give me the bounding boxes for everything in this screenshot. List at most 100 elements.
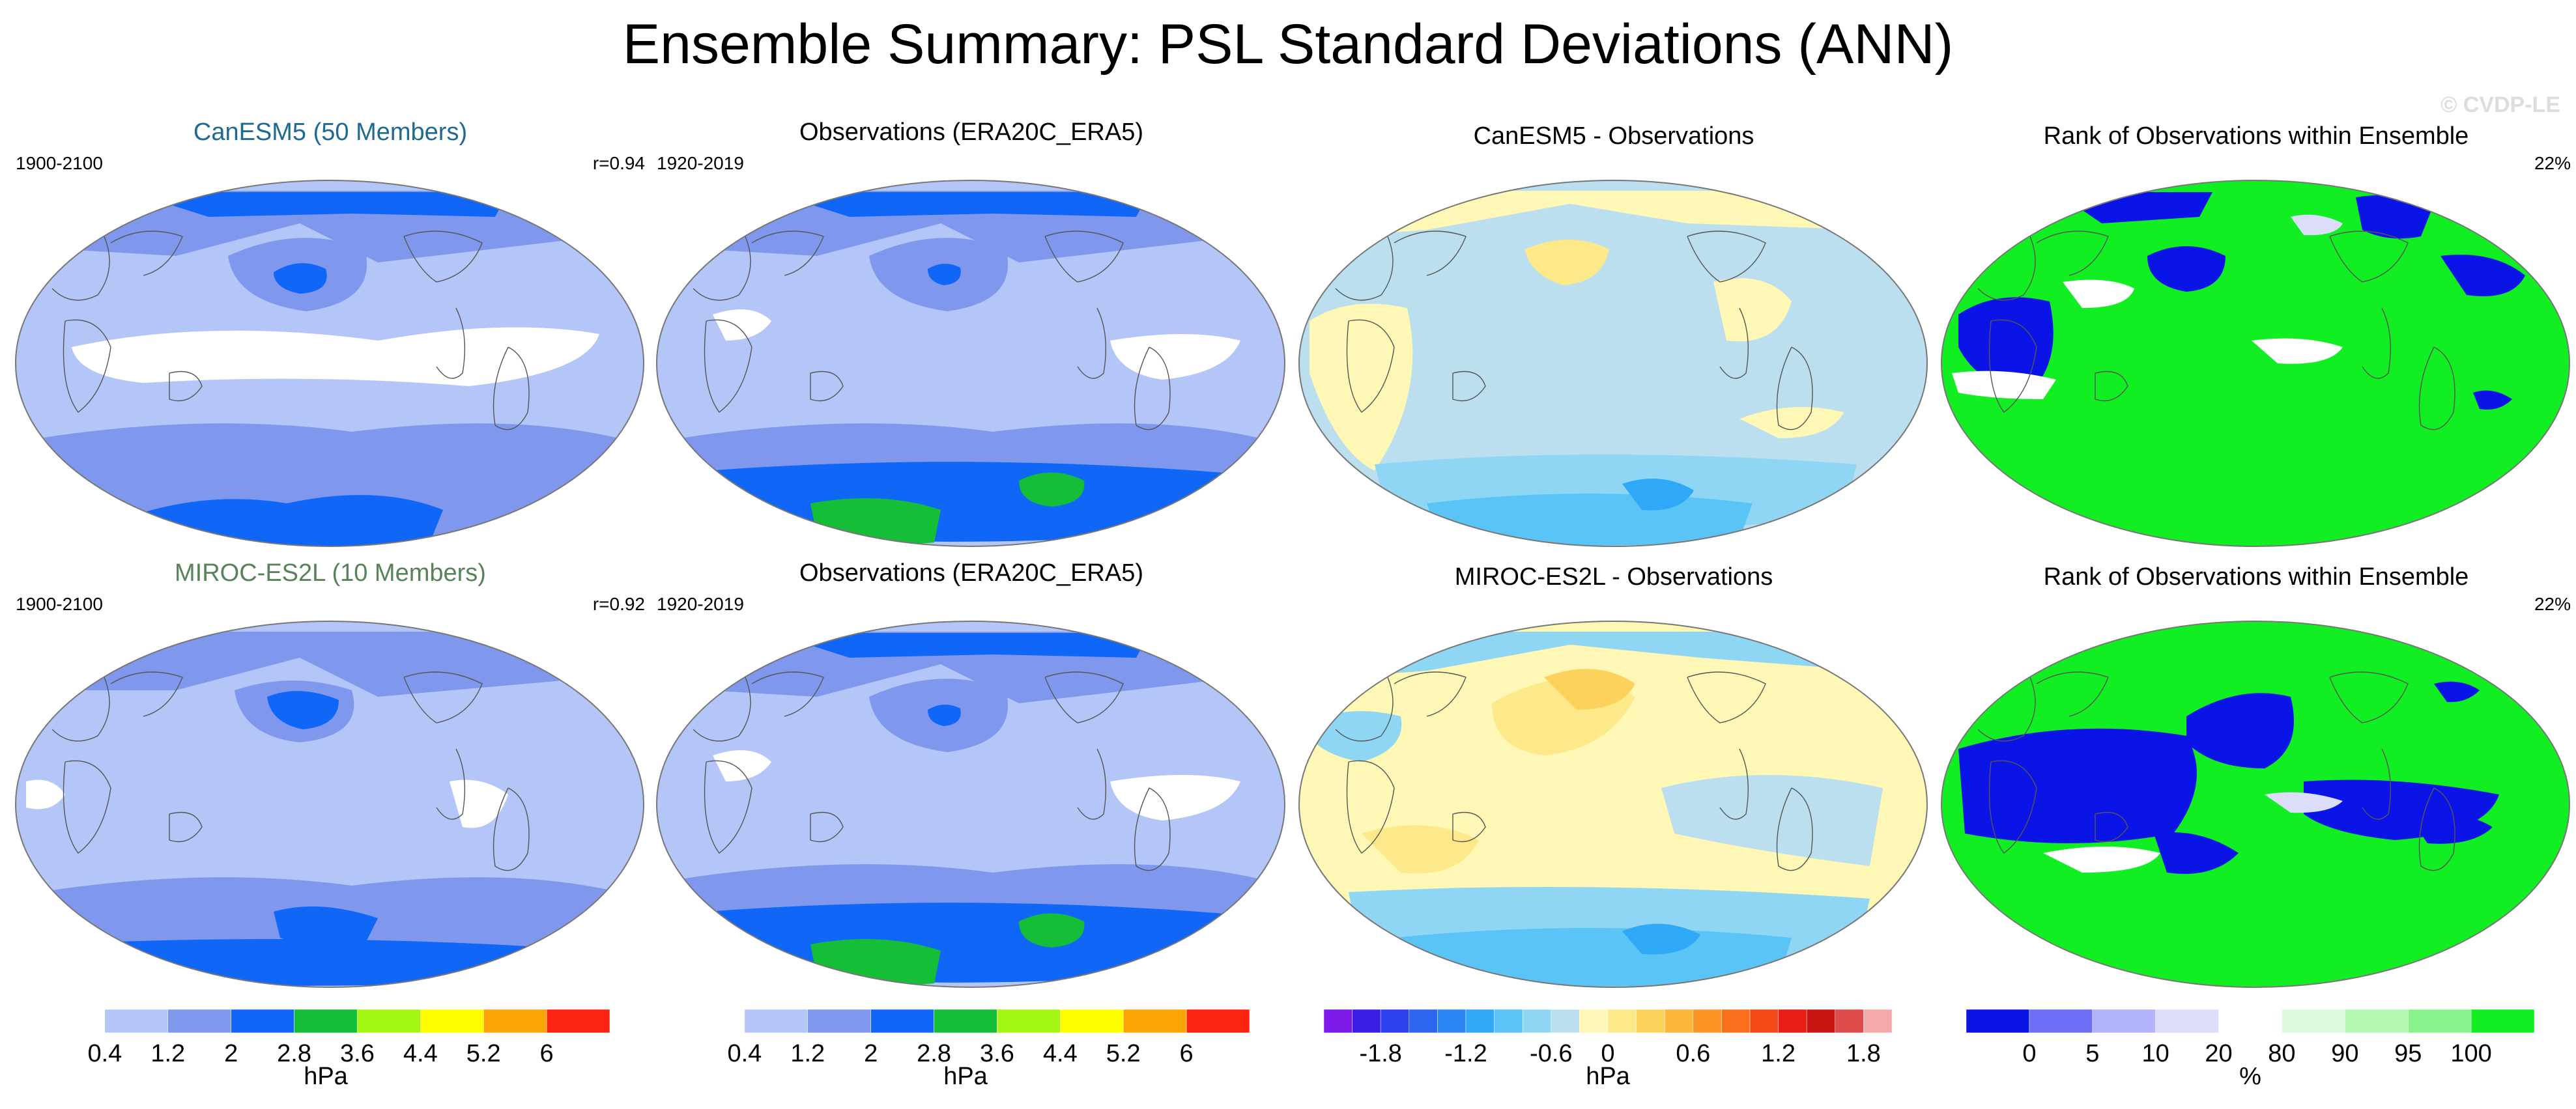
map-panel: CanESM5 (50 Members) 1900-2100 r=0.94: [8, 116, 653, 559]
coastline: [751, 671, 824, 717]
colorbar-tick-label: 90: [2331, 1040, 2358, 1067]
coastline: [1988, 319, 2037, 413]
map-panel: Observations (ERA20C_ERA5) 1920-2019: [649, 116, 1294, 559]
coastline: [2095, 371, 2128, 402]
map-outline: [1941, 621, 2570, 988]
colorbar-tick-label: 95: [2394, 1040, 2422, 1067]
colorbar-swatch: [1749, 1009, 1779, 1033]
colorbar-swatch: [2282, 1009, 2345, 1033]
coastline: [1394, 231, 1467, 276]
panel-stat-label: r=0.94: [592, 153, 645, 173]
colorbar: 0 5 10 20 80 90 95 100%: [1966, 1008, 2553, 1106]
coastline: [810, 371, 844, 402]
map-outline: [15, 180, 644, 547]
colorbar-swatch: [1465, 1009, 1495, 1033]
panel-title: Rank of Observations within Ensemble: [2043, 122, 2469, 150]
colorbar-tick-label: 0.6: [1676, 1040, 1710, 1067]
coastline: [1719, 307, 1749, 379]
map-field-contour: [39, 877, 619, 931]
coastline: [493, 346, 530, 430]
map-field-contour: [130, 192, 508, 217]
coastline: [751, 231, 824, 276]
colorbar-swatch: [1778, 1009, 1807, 1033]
colorbar: 0.4 1.2 2 2.8 3.6 4.4 5.2 6 hPa: [681, 1008, 1268, 1106]
map-panel: Rank of Observations within Ensemble 22%: [1934, 116, 2576, 559]
colorbar-swatch: [1806, 1009, 1836, 1033]
map-panel: Observations (ERA20C_ERA5) 1920-2019: [649, 557, 1294, 1000]
colorbar-swatch: [231, 1009, 294, 1033]
map-field-contour: [1309, 303, 1413, 471]
colorbar-tick-label: -1.8: [1359, 1040, 1401, 1067]
panel-title: CanESM5 (50 Members): [193, 119, 468, 146]
coastline: [2329, 671, 2409, 723]
map-field-contour: [1110, 775, 1240, 821]
coastline: [1452, 371, 1486, 402]
colorbar-swatch: [1721, 1009, 1751, 1033]
colorbar-swatch: [870, 1009, 934, 1033]
colorbar-tick-label: 5: [2085, 1040, 2099, 1067]
colorbar-tick-label: 4.4: [403, 1040, 438, 1067]
colorbar-tick-label: 6: [540, 1040, 554, 1067]
map-field-contour: [713, 750, 771, 781]
map-field-contour: [2440, 255, 2525, 296]
colorbar-swatch: [2218, 1009, 2282, 1033]
map-field-contour: [2265, 792, 2343, 813]
colorbar-swatch: [167, 1009, 231, 1033]
map-field-contour: [1336, 191, 1883, 236]
coastline: [403, 671, 483, 723]
colorbar-tick-label: 2.8: [277, 1040, 311, 1067]
map-field-contour: [1362, 825, 1479, 874]
coastline: [1452, 811, 1486, 843]
colorbar-swatch: [807, 1009, 871, 1033]
map-field-contour: [1661, 775, 1883, 866]
colorbar-svg: 0.4 1.2 2 2.8 3.6 4.4 5.2 6: [681, 1009, 1250, 1067]
map-panel: MIROC-ES2L (10 Members) 1900-2100 r=0.92: [8, 557, 653, 1000]
colorbar-swatch: [42, 1009, 106, 1033]
colorbar-swatch: [1693, 1009, 1722, 1033]
colorbar-swatch: [1636, 1009, 1665, 1033]
panel-stat-label: 22%: [2534, 153, 2571, 173]
colorbar-swatch: [997, 1009, 1061, 1033]
map-field-contour: [928, 263, 961, 285]
colorbar-tick-label: 5.2: [1106, 1040, 1141, 1067]
map-field-contour: [1019, 472, 1085, 507]
colorbar-swatch: [2029, 1009, 2093, 1033]
coastline: [704, 319, 752, 413]
colorbar-swatch: [1579, 1009, 1609, 1033]
coastline: [110, 671, 183, 717]
panel-title: Observations (ERA20C_ERA5): [799, 559, 1143, 587]
coastline: [1134, 787, 1171, 871]
map-field-contour: [1952, 371, 2056, 399]
watermark: © CVDP-LE: [2440, 92, 2560, 117]
coastline: [169, 371, 203, 402]
colorbar-swatch: [2155, 1009, 2219, 1033]
map-field-contour: [1622, 923, 1700, 955]
colorbar-swatch: [1494, 1009, 1523, 1033]
panel-period-label: 1900-2100: [16, 153, 103, 173]
coastline: [2418, 346, 2455, 430]
panel-period-label: 1900-2100: [16, 594, 103, 614]
colorbar-swatch: [1966, 1009, 2030, 1033]
colorbar-swatch: [1186, 1009, 1250, 1033]
colorbar-swatch: [1551, 1009, 1580, 1033]
colorbar-swatch: [104, 1009, 169, 1033]
coastline: [403, 231, 483, 283]
coastline: [1687, 231, 1766, 283]
coastline: [1988, 760, 2037, 854]
map-field-contour: [1427, 494, 1753, 546]
map-field-contour: [2043, 847, 2160, 873]
panel-title: Observations (ERA20C_ERA5): [799, 119, 1143, 146]
colorbar-tick-label: 3.6: [340, 1040, 375, 1067]
map-field-contour: [2291, 214, 2343, 236]
map-field-contour: [52, 632, 607, 697]
panel-stat-label: r=0.92: [592, 594, 645, 614]
colorbar-swatch: [1060, 1009, 1124, 1033]
panel-title: CanESM5 - Observations: [1473, 122, 1754, 150]
colorbar-swatch: [2092, 1009, 2156, 1033]
colorbar-swatch: [934, 1009, 997, 1033]
colorbar-tick-label: 0: [2022, 1040, 2036, 1067]
map-field-contour: [1336, 632, 1883, 677]
map-field-contour: [2147, 246, 2225, 292]
map-field-contour: [1544, 669, 1635, 710]
colorbar-swatch: [1409, 1009, 1438, 1033]
